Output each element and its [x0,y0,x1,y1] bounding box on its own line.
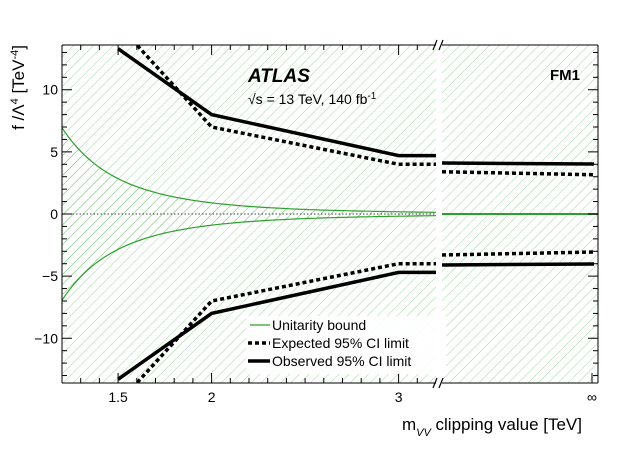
observed-limit-infinity-lower [442,262,595,267]
expected-limit-infinity-upper [442,170,595,177]
y-tick-label: −5 [42,268,58,284]
y-tick-label: 5 [50,144,58,160]
unitarity-bound-lower [62,215,436,301]
limit-curves [117,45,436,383]
x-axis-title: mVV clipping value [TeV] [402,415,582,439]
x-minor-ticks [80,45,418,383]
y-axis-ticks: −10 −5 0 5 10 [34,82,598,346]
x-tick-label-infinity: ∞ [587,389,597,405]
x-axis-ticks: 1.5 2 3 [108,45,593,405]
energy-label: √s = 13 TeV, 140 fb-1 [248,91,377,108]
limit-curves-infinity [442,161,595,267]
observed-limit-lower [117,270,436,381]
y-tick-label: 10 [42,82,58,98]
unitarity-excluded-region-lower [62,45,436,301]
x-tick-label: 2 [208,389,216,405]
legend-label-unitarity: Unitarity bound [272,317,366,333]
x-tick-label: 3 [395,389,403,405]
expected-limit-infinity-lower [442,250,595,257]
y-minor-ticks [62,51,598,377]
legend: Unitarity bound Expected 95% CI limit Ob… [246,316,446,374]
y-tick-label: −10 [34,330,58,346]
operator-label: FM1 [550,67,580,84]
unitarity-bound-upper [62,127,436,213]
observed-limit-upper [117,47,436,158]
experiment-label: ATLAS [247,66,310,87]
x-tick-label: 1.5 [108,389,128,405]
legend-label-expected: Expected 95% CI limit [272,335,409,351]
y-tick-label: 0 [50,206,58,222]
y-axis-title: f /Λ4 [TeV-4] [9,45,28,130]
legend-label-observed: Observed 95% CI limit [272,353,411,369]
observed-limit-infinity-upper [442,161,595,166]
